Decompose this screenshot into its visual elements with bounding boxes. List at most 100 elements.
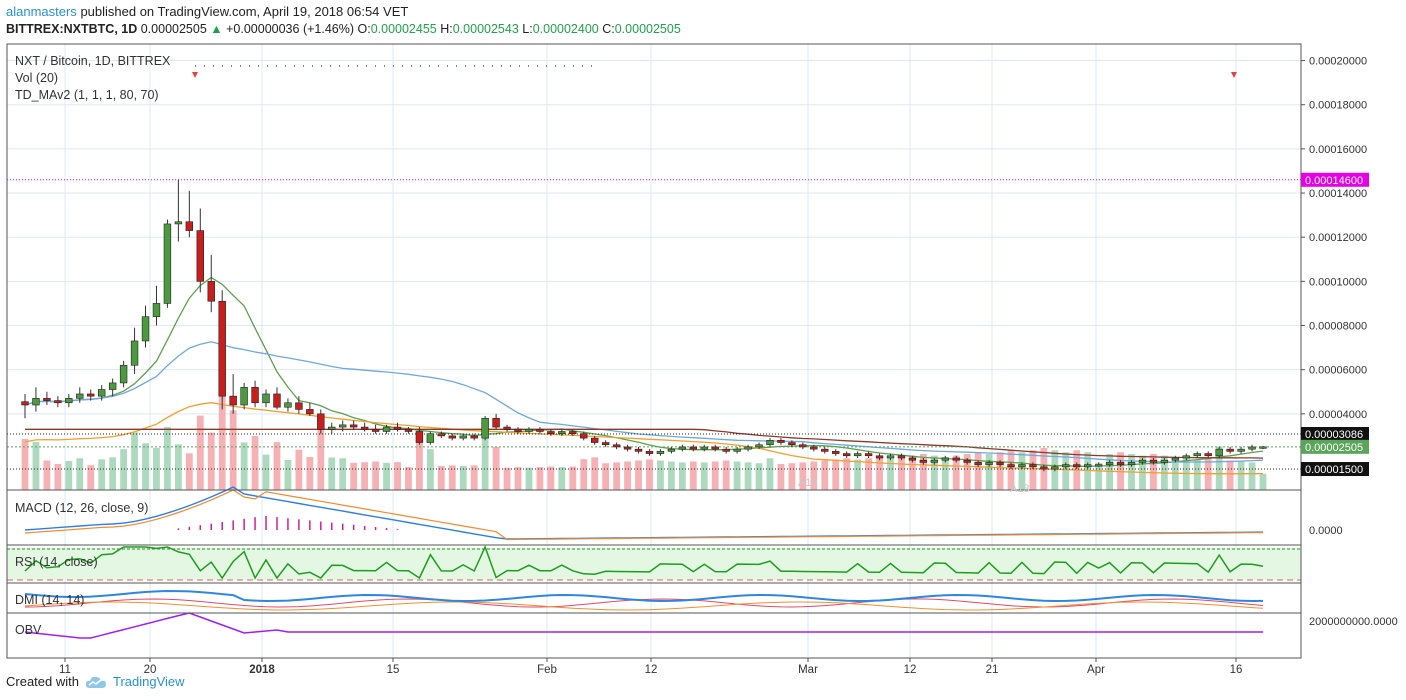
volume-bar bbox=[558, 467, 566, 490]
volume-bar bbox=[1193, 459, 1201, 490]
candle-body bbox=[1237, 448, 1245, 452]
candle-body bbox=[76, 393, 84, 399]
volume-bar bbox=[887, 458, 894, 490]
high-value: 0.00002543 bbox=[452, 22, 519, 36]
volume-bar bbox=[602, 463, 610, 490]
price-axis[interactable]: 0.00020000 0.00018000 0.00016000 0.00014000… bbox=[1301, 56, 1367, 421]
volume-bar bbox=[164, 426, 171, 490]
candle-body bbox=[349, 424, 358, 428]
volume-legend: Vol (20) bbox=[15, 71, 58, 85]
footer: Created with TradingView bbox=[6, 674, 185, 689]
candle-body bbox=[558, 431, 566, 434]
time-tick-label: 21 bbox=[986, 664, 999, 676]
time-axis[interactable]: 11 20 2018 15 Feb 12 Mar 12 21 Apr 16 bbox=[59, 658, 1242, 676]
candle-body bbox=[262, 393, 270, 404]
volume-bar bbox=[898, 457, 905, 490]
volume-bar bbox=[1150, 454, 1157, 490]
published-text: published on TradingView.com, April 19, … bbox=[80, 4, 409, 19]
candle-body bbox=[601, 442, 610, 446]
symbol-name: BITTREX:NXTBTC, 1D bbox=[6, 22, 138, 36]
candle-body bbox=[777, 440, 785, 443]
volume-bar bbox=[744, 462, 752, 490]
candle-body bbox=[700, 446, 708, 450]
candle-body bbox=[1051, 466, 1059, 470]
sell-marker-icon bbox=[1231, 72, 1237, 78]
time-tick-label: 16 bbox=[1230, 664, 1243, 676]
candle-body bbox=[1127, 462, 1136, 465]
macd-legend: MACD (12, 26, close, 9) bbox=[15, 501, 148, 515]
candle-body bbox=[722, 448, 730, 452]
candle-body bbox=[481, 417, 489, 439]
price-tick-label: 0.00004000 bbox=[1309, 409, 1367, 421]
candle-body bbox=[207, 281, 215, 302]
candle-body bbox=[492, 417, 500, 428]
volume-bar bbox=[229, 410, 237, 490]
ma-blue-line bbox=[24, 341, 1264, 463]
macd-signal-line bbox=[24, 489, 1264, 541]
volume-bar bbox=[974, 452, 982, 490]
volume-bar bbox=[1237, 461, 1245, 490]
dmi-adx-line bbox=[24, 601, 1264, 611]
volume-bar bbox=[689, 461, 697, 490]
candle-body bbox=[1094, 464, 1103, 467]
candle-body bbox=[273, 393, 281, 408]
volume-bar bbox=[1106, 454, 1114, 490]
tradingview-label: TradingView bbox=[112, 674, 185, 689]
volume-bar bbox=[1259, 473, 1267, 490]
close-value: 0.00002505 bbox=[614, 22, 681, 36]
candle-body bbox=[284, 402, 292, 408]
candle-body bbox=[547, 431, 555, 434]
price-tick-label: 0.00010000 bbox=[1309, 276, 1367, 288]
candle-body bbox=[711, 446, 719, 450]
open-value: 0.00002455 bbox=[370, 22, 437, 36]
volume-bar bbox=[317, 424, 325, 490]
price-tag bbox=[1301, 439, 1369, 454]
volume-bar bbox=[98, 459, 106, 490]
volume-bar bbox=[218, 395, 226, 490]
candle-body bbox=[963, 459, 971, 463]
candle-body bbox=[437, 433, 446, 437]
volume-bar bbox=[1007, 450, 1015, 490]
candle-body bbox=[996, 462, 1004, 465]
volume-bar bbox=[142, 443, 149, 490]
ma-orange-line bbox=[24, 402, 1264, 475]
volume-bar bbox=[722, 460, 730, 490]
candle-body bbox=[163, 223, 172, 304]
pane-frames bbox=[6, 43, 1302, 659]
volume-bar bbox=[481, 431, 489, 490]
author-link[interactable]: alanmasters bbox=[6, 4, 77, 19]
volume-bar bbox=[613, 462, 621, 490]
candle-body bbox=[339, 424, 347, 428]
volume-bar bbox=[996, 452, 1004, 490]
candle-body bbox=[821, 448, 829, 452]
ma-brown-line bbox=[25, 428, 1264, 459]
candle-body bbox=[459, 435, 467, 439]
candle-body bbox=[733, 448, 741, 452]
candle-body bbox=[525, 428, 533, 432]
candle-body bbox=[1007, 464, 1015, 468]
volume-bar bbox=[952, 455, 960, 490]
candle-body bbox=[864, 453, 873, 457]
change-up-icon: ▲ bbox=[210, 22, 223, 36]
candle-body bbox=[875, 455, 884, 459]
candle-body bbox=[65, 398, 73, 404]
candle-body bbox=[32, 398, 40, 406]
volume-bar bbox=[196, 415, 204, 490]
price-tag bbox=[1301, 462, 1369, 477]
candle-body bbox=[21, 401, 29, 406]
candle-body bbox=[371, 428, 380, 432]
candle-body bbox=[832, 451, 840, 454]
obv-legend: OBV bbox=[15, 623, 42, 637]
volume-bar bbox=[876, 457, 883, 490]
tradingview-brand[interactable]: TradingView bbox=[85, 674, 185, 689]
candle-body bbox=[623, 446, 632, 450]
volume-bar bbox=[306, 457, 314, 490]
volume-bar bbox=[700, 462, 708, 490]
volume-bar bbox=[514, 467, 522, 490]
volume-bar bbox=[919, 454, 927, 490]
volume-bar bbox=[843, 458, 851, 490]
volume-bar bbox=[273, 442, 281, 490]
macd-axis-tick: 0.0000 bbox=[1309, 525, 1343, 537]
